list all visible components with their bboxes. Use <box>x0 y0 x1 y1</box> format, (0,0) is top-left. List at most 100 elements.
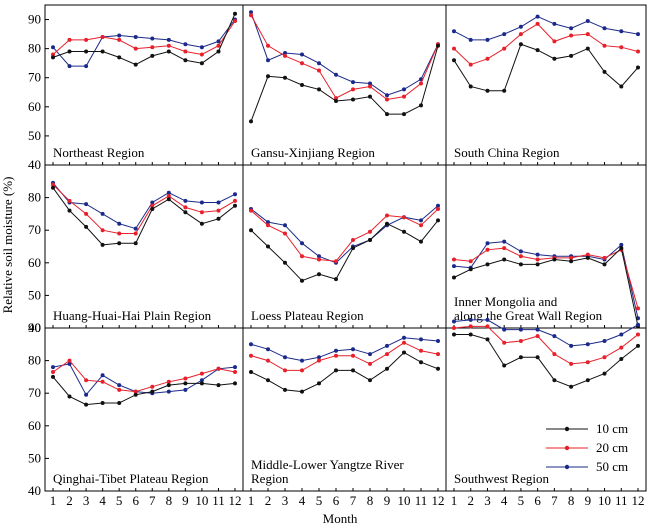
data-point <box>183 58 188 63</box>
data-point <box>552 334 557 339</box>
data-point <box>199 381 204 386</box>
data-point <box>300 52 304 57</box>
data-point <box>150 389 155 394</box>
data-point <box>199 221 204 226</box>
data-point <box>216 383 221 388</box>
series-10-cm <box>51 374 237 407</box>
x-tick-label: 9 <box>585 493 592 508</box>
panel-title: Southwest Region <box>454 471 549 486</box>
data-point <box>569 255 574 260</box>
data-point <box>535 355 540 360</box>
data-point <box>535 21 540 26</box>
data-point <box>100 49 105 54</box>
data-point <box>452 46 456 51</box>
data-point <box>419 218 423 223</box>
data-point <box>67 361 72 366</box>
data-point <box>351 368 355 373</box>
data-point <box>216 39 221 44</box>
series-20-cm <box>452 21 640 67</box>
panel-title: Huang-Huai-Hai Plain Region <box>53 308 212 323</box>
data-point <box>436 339 440 343</box>
x-tick-label: 7 <box>149 493 156 508</box>
data-point <box>334 96 338 101</box>
data-point <box>385 97 389 102</box>
data-point <box>585 378 590 383</box>
data-point <box>585 255 590 260</box>
data-point <box>334 368 338 373</box>
legend-label: 10 cm <box>596 421 628 436</box>
data-point <box>636 332 640 337</box>
x-tick-label: 2 <box>265 493 272 508</box>
data-point <box>67 358 72 363</box>
data-point <box>317 254 321 259</box>
data-point <box>51 370 55 374</box>
data-point <box>351 97 355 102</box>
series-20-cm <box>452 246 640 311</box>
data-point <box>266 220 270 225</box>
data-point <box>518 327 523 332</box>
data-point <box>585 252 590 257</box>
data-point <box>233 198 237 203</box>
series-line <box>453 43 639 92</box>
series-20-cm <box>249 340 440 373</box>
data-point <box>402 350 406 355</box>
x-tick-label: 3 <box>282 493 289 508</box>
panel-frame <box>445 327 647 492</box>
data-point <box>485 37 490 42</box>
y-tick-label: 80 <box>28 190 41 205</box>
data-point <box>485 317 490 322</box>
data-point <box>84 211 89 216</box>
data-point <box>166 49 171 54</box>
data-point <box>368 229 372 234</box>
data-point <box>166 194 171 198</box>
data-point <box>535 48 540 53</box>
data-point <box>199 371 204 376</box>
y-tick-label: 70 <box>28 222 41 237</box>
data-point <box>117 383 122 388</box>
data-point <box>133 231 138 236</box>
panel-title: Loess Plateau Region <box>251 308 364 323</box>
data-point <box>117 37 122 42</box>
data-point <box>283 75 287 80</box>
data-point <box>485 241 490 246</box>
series-50-cm <box>452 317 640 348</box>
data-point <box>317 61 321 66</box>
series-line <box>454 334 639 388</box>
series-20-cm <box>249 13 440 102</box>
data-point <box>133 46 138 51</box>
series-line <box>52 182 236 230</box>
data-point <box>419 81 423 86</box>
data-point <box>419 348 423 353</box>
series-line <box>52 20 236 56</box>
data-point <box>183 49 188 54</box>
data-point <box>368 238 372 242</box>
data-point <box>368 352 372 357</box>
data-point <box>402 340 406 345</box>
data-point <box>51 52 55 57</box>
data-point <box>334 353 338 358</box>
data-point <box>249 228 253 233</box>
x-tick-label: 7 <box>551 493 558 508</box>
data-point <box>602 339 607 343</box>
data-point <box>117 221 122 226</box>
data-point <box>133 241 138 246</box>
x-axis-label: Month <box>323 511 358 526</box>
y-tick-label: 90 <box>28 12 41 27</box>
data-point <box>233 19 237 23</box>
y-tick-label: 50 <box>28 128 41 143</box>
data-point <box>317 381 321 386</box>
data-point <box>636 65 640 70</box>
data-point <box>368 84 372 89</box>
data-point <box>619 242 624 247</box>
data-point <box>351 238 355 242</box>
data-point <box>602 43 607 48</box>
data-point <box>468 84 473 89</box>
series-10-cm <box>452 42 640 93</box>
x-tick-label: 11 <box>415 493 428 508</box>
data-point <box>266 223 270 228</box>
data-point <box>385 213 389 218</box>
data-point <box>233 11 237 16</box>
data-point <box>468 259 473 264</box>
